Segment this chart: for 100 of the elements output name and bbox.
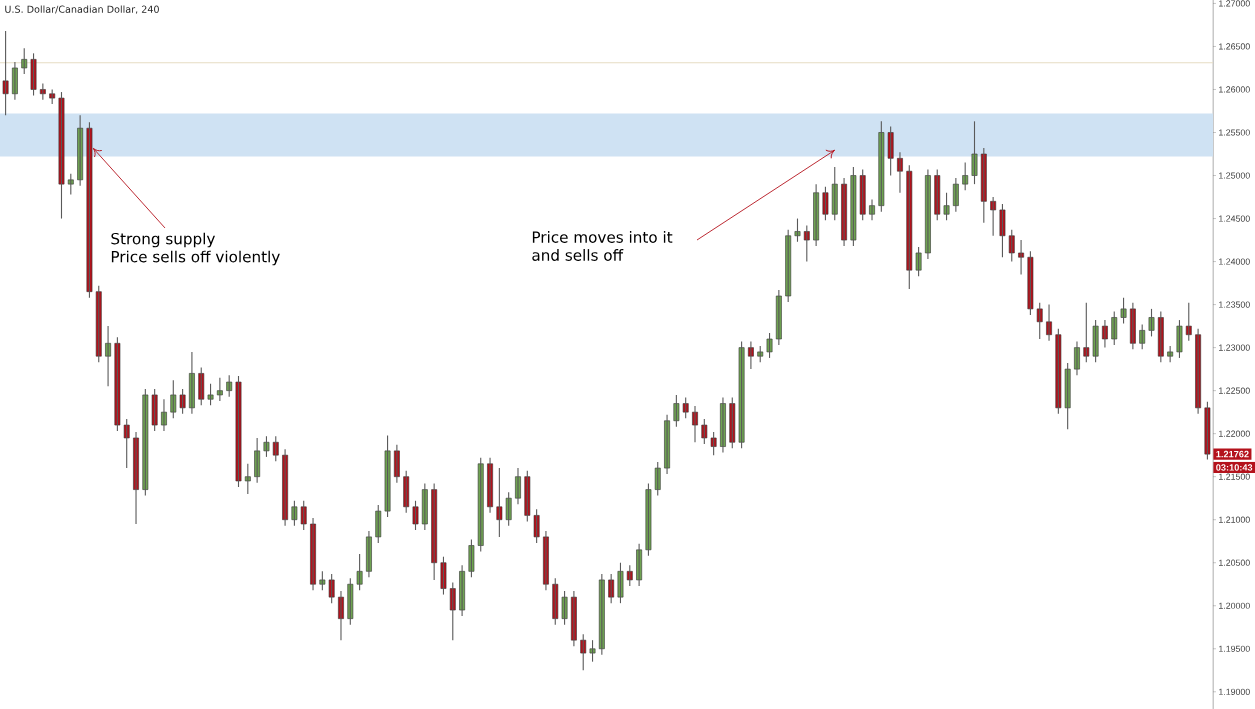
candlestick (375, 504, 382, 544)
candlestick (179, 388, 186, 415)
candlestick (1092, 319, 1099, 363)
candlestick (235, 375, 242, 488)
candlestick (226, 374, 233, 398)
candlestick (738, 341, 745, 449)
candlestick (449, 581, 456, 641)
candlestick (384, 434, 391, 518)
y-tick-label: 1.27000 (1219, 0, 1250, 7)
candlestick (1111, 310, 1118, 346)
y-tick-label: 1.26500 (1219, 43, 1250, 50)
candlestick (272, 435, 279, 462)
candlestick (831, 166, 838, 221)
y-tick-label: 1.19000 (1219, 688, 1250, 695)
y-tick-label: 1.21000 (1219, 516, 1250, 523)
candlestick (1027, 250, 1034, 316)
y-tick-label: 1.22000 (1219, 430, 1250, 437)
candlestick (524, 470, 531, 522)
candlestick (300, 500, 307, 531)
candlestick (803, 224, 810, 263)
candlestick (496, 467, 503, 538)
candlestick (1036, 302, 1043, 340)
candlestick (645, 483, 652, 557)
candlestick (1008, 229, 1015, 263)
candlestick (794, 218, 801, 243)
candlestick (617, 562, 624, 604)
y-tick-label: 1.24500 (1219, 215, 1250, 222)
candlestick (356, 553, 363, 591)
candlestick (1139, 323, 1146, 350)
candlestick (822, 186, 829, 221)
candlestick (859, 168, 866, 221)
text: U.S. Dollar/Canadian Dollar, 240 (5, 5, 159, 14)
candlestick (2, 30, 9, 116)
annotation: Price sells off violently (111, 250, 280, 266)
candlestick (244, 463, 251, 495)
candlestick (291, 500, 298, 527)
candlestick (710, 431, 717, 456)
candlestick (589, 639, 596, 663)
candlestick (1064, 362, 1071, 430)
candlestick (701, 418, 708, 445)
candlestick (142, 388, 149, 497)
candlestick (682, 396, 689, 419)
candlestick (468, 538, 475, 578)
candlestick (1120, 297, 1127, 325)
candlestick (608, 573, 615, 604)
candlestick (49, 88, 56, 105)
candlestick (30, 52, 37, 97)
candlestick (1083, 302, 1090, 363)
y-tick-label: 1.26000 (1219, 86, 1250, 93)
candlestick (21, 47, 28, 75)
candlestick (151, 388, 158, 432)
candlestick (1055, 328, 1062, 415)
candlestick (263, 435, 270, 458)
candlestick (67, 173, 74, 195)
candlestick (943, 192, 950, 221)
candlestick (561, 590, 568, 626)
candlestick (654, 461, 661, 497)
y-tick-label: 1.20000 (1219, 602, 1250, 609)
candlestick (170, 379, 177, 419)
candlestick (533, 508, 540, 544)
candlestick (878, 120, 885, 213)
candlestick (319, 570, 326, 591)
candlestick (207, 383, 214, 406)
candlestick (906, 164, 913, 290)
text: 03:10:43 (1216, 464, 1253, 471)
candlestick (1176, 319, 1183, 359)
candlestick (1148, 308, 1155, 337)
candlestick (58, 91, 65, 220)
y-tick-label: 1.19500 (1219, 645, 1250, 652)
y-tick-label: 1.20500 (1219, 559, 1250, 566)
y-tick-label: 1.23500 (1219, 301, 1250, 308)
candlestick (850, 166, 857, 247)
annotation: Price moves into it (532, 231, 673, 243)
candlestick (1204, 401, 1211, 461)
y-tick-label: 1.21500 (1219, 473, 1250, 480)
candlestick (505, 491, 512, 527)
candlestick (580, 633, 587, 671)
candlestick (123, 418, 130, 469)
annotation: Strong supply (111, 232, 215, 248)
text: 1.21762 (1216, 450, 1249, 458)
candlestick (971, 120, 978, 185)
candlestick (887, 125, 894, 177)
annotation: and sells off (532, 249, 624, 261)
candlestick (552, 577, 559, 626)
y-tick-label: 1.23000 (1219, 344, 1250, 351)
y-tick-label: 1.25000 (1219, 172, 1250, 179)
candlestick (915, 246, 922, 277)
candlestick (347, 577, 354, 626)
candlestick (673, 394, 680, 428)
candlestick (962, 162, 969, 191)
y-tick-label: 1.25500 (1219, 129, 1250, 136)
candlestick (477, 457, 484, 553)
y-tick-label: 1.22500 (1219, 387, 1250, 394)
candlestick (729, 396, 736, 449)
candlestick (1185, 302, 1192, 342)
candlestick (766, 332, 773, 359)
candlestick (999, 203, 1006, 258)
candlestick (328, 573, 335, 604)
y-tick-label: 1.24000 (1219, 258, 1250, 265)
candlestick (114, 336, 121, 432)
